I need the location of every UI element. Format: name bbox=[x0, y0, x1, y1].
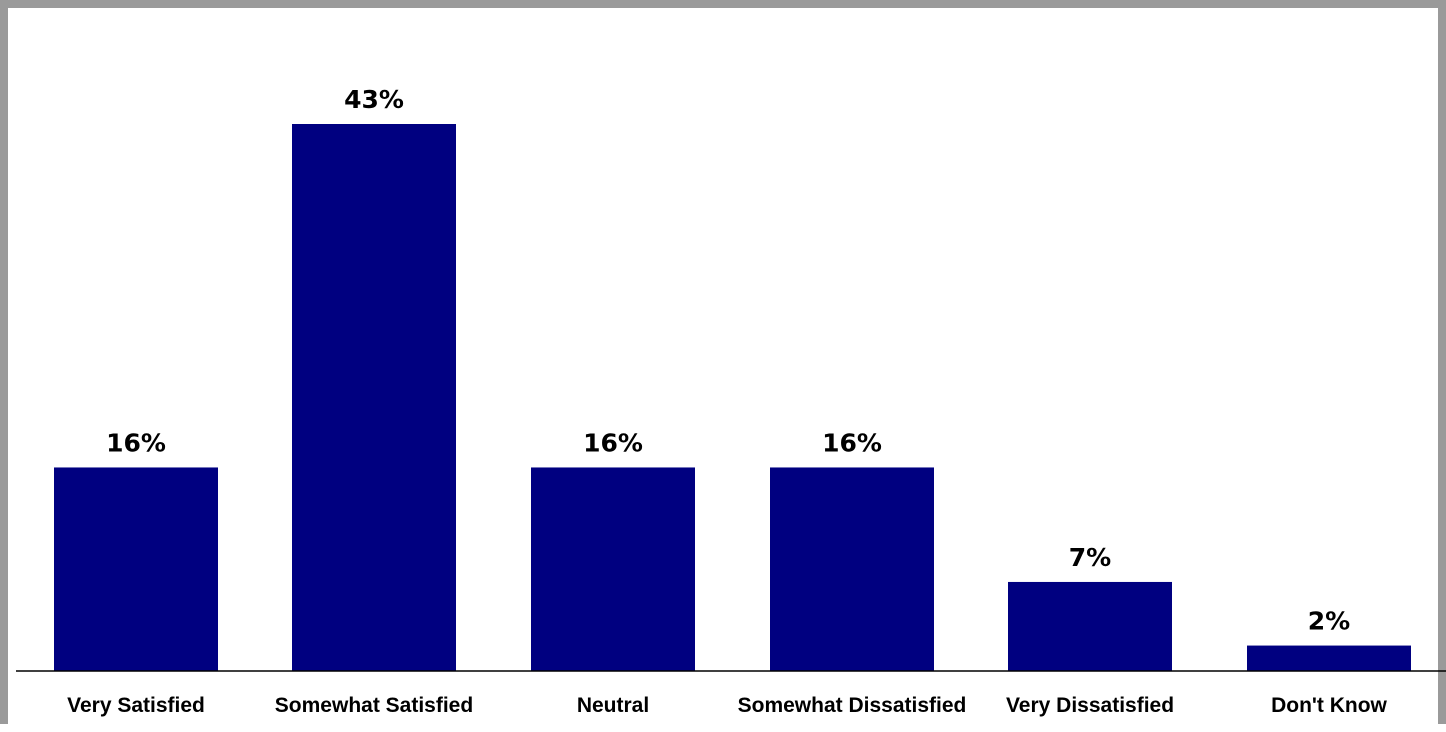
category-label-2: Neutral bbox=[577, 694, 649, 717]
bar-5 bbox=[1247, 645, 1411, 671]
bar-1 bbox=[292, 124, 456, 671]
data-label-3: 16% bbox=[822, 428, 882, 457]
bar-2 bbox=[531, 467, 695, 671]
bar-0 bbox=[54, 467, 218, 671]
data-label-0: 16% bbox=[106, 428, 166, 457]
data-label-1: 43% bbox=[344, 85, 404, 114]
data-label-4: 7% bbox=[1069, 543, 1111, 572]
data-label-5: 2% bbox=[1308, 607, 1350, 636]
data-labels-group: 16% 43% 16% 16% 7% 2% bbox=[106, 85, 1350, 636]
category-label-1: Somewhat Satisfied bbox=[275, 694, 473, 717]
data-label-2: 16% bbox=[583, 428, 643, 457]
bar-4 bbox=[1008, 581, 1172, 671]
category-label-5: Don't Know bbox=[1271, 694, 1387, 717]
category-label-3: Somewhat Dissatisfied bbox=[738, 694, 967, 717]
category-labels-group: Very Satisfied Somewhat Satisfied Neutral S… bbox=[67, 694, 1387, 717]
category-label-0: Very Satisfied bbox=[67, 694, 205, 717]
bars-group bbox=[54, 124, 1411, 671]
bar-chart: 16% 43% 16% 16% 7% 2% Very Satisfied Somewhat … bbox=[16, 85, 1446, 717]
bar-3 bbox=[770, 467, 934, 671]
category-label-4: Very Dissatisfied bbox=[1006, 694, 1174, 717]
